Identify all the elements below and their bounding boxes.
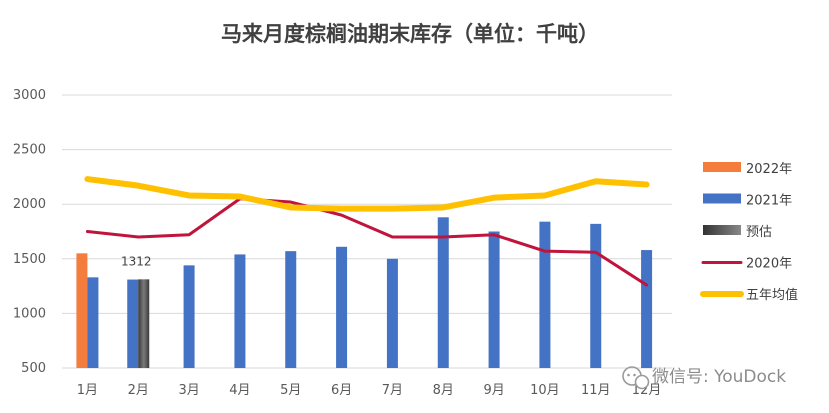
x-tick-label: 1月 <box>77 383 98 398</box>
data-labels: 1312 <box>121 254 152 268</box>
x-tick-label: 10月 <box>530 383 560 398</box>
data-label: 1312 <box>121 254 152 268</box>
x-tick-label: 8月 <box>433 383 454 398</box>
y-tick-label: 2500 <box>13 143 46 158</box>
legend-swatch <box>703 225 741 235</box>
bar-2021 <box>488 231 500 368</box>
line-five-year-avg <box>84 176 650 212</box>
legend-label: 五年均值 <box>746 287 798 303</box>
bar-2021 <box>336 246 348 368</box>
bar-2021 <box>183 265 195 368</box>
legend-label: 2022年 <box>746 162 792 177</box>
x-tick-label: 6月 <box>331 383 352 398</box>
lines <box>84 176 650 287</box>
x-tick-label: 3月 <box>178 383 199 398</box>
watermark-text: 微信号: YouDock <box>652 367 786 387</box>
bar-2021 <box>641 250 653 368</box>
y-tick-label: 2000 <box>13 197 46 212</box>
watermark: 微信号: YouDock <box>622 366 786 390</box>
legend-label: 2021年 <box>746 194 792 209</box>
legend-label: 预估 <box>746 225 772 240</box>
x-tick-label: 5月 <box>280 383 301 398</box>
y-tick-label: 3000 <box>13 88 46 103</box>
wechat-icon <box>622 366 650 390</box>
x-tick-label: 7月 <box>382 383 403 398</box>
bars <box>76 217 653 368</box>
y-tick-label: 1000 <box>13 306 46 321</box>
line-2020 <box>85 197 649 287</box>
bar-estimate <box>138 279 150 368</box>
x-tick-label: 11月 <box>581 383 611 398</box>
chart-title: 马来月度棕榈油期末库存（单位：千吨） <box>221 22 599 46</box>
x-tick-label: 4月 <box>229 383 250 398</box>
bar-2021 <box>539 221 551 368</box>
bar-2021 <box>386 258 398 368</box>
bar-2021 <box>590 223 602 368</box>
legend-label: 2020年 <box>746 257 792 272</box>
legend-swatch <box>703 193 741 204</box>
bar-2021 <box>87 277 99 368</box>
bar-2022 <box>76 253 88 368</box>
gridlines <box>62 94 672 369</box>
bar-2021 <box>437 217 449 368</box>
bar-2021 <box>234 254 246 368</box>
y-tick-label: 1500 <box>13 252 46 267</box>
bar-2021 <box>285 251 297 368</box>
x-tick-label: 9月 <box>483 383 504 398</box>
x-tick-label: 2月 <box>128 383 149 398</box>
axes: 500 1000 1500 2000 2500 3000 1月 2月 3月 4月 5月 6月 7月 8月 9… <box>13 88 661 398</box>
y-tick-label: 500 <box>21 361 46 376</box>
legend-swatch <box>703 162 741 172</box>
bar-2021 <box>127 279 139 368</box>
